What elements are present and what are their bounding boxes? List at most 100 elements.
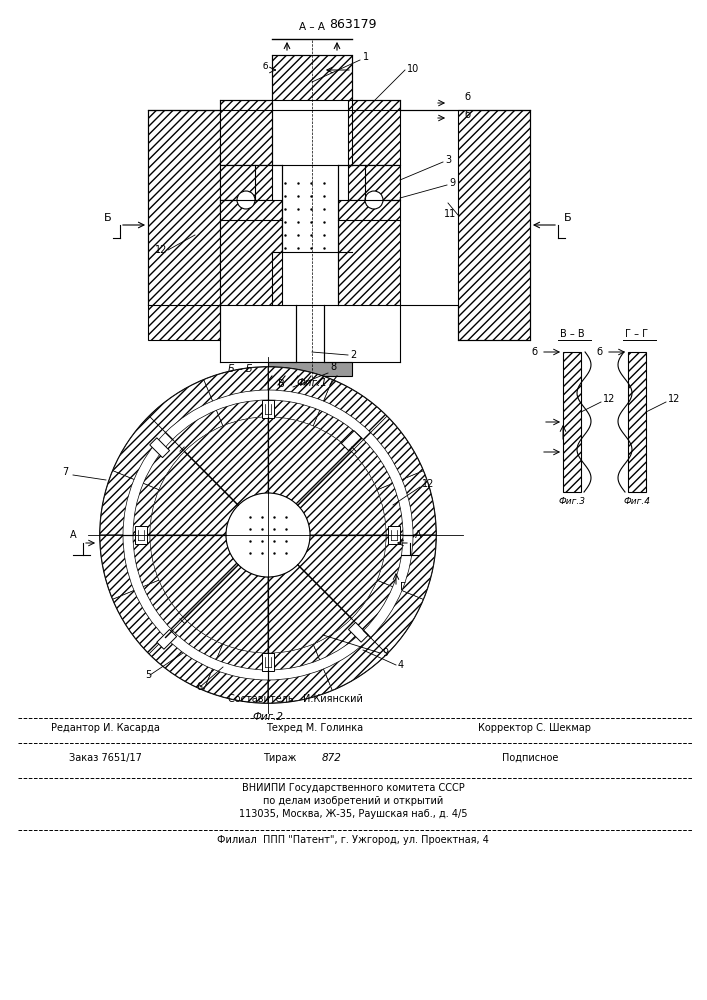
Text: Заказ 7651/17: Заказ 7651/17 xyxy=(69,753,141,763)
Wedge shape xyxy=(324,380,387,432)
Wedge shape xyxy=(402,471,436,535)
Wedge shape xyxy=(113,590,165,654)
Bar xyxy=(282,165,338,252)
Wedge shape xyxy=(268,565,351,653)
Circle shape xyxy=(365,191,383,209)
Text: 4: 4 xyxy=(398,660,404,670)
Wedge shape xyxy=(113,416,165,480)
Wedge shape xyxy=(173,410,223,452)
Wedge shape xyxy=(402,535,436,599)
Circle shape xyxy=(237,191,255,209)
Bar xyxy=(268,362,352,376)
Polygon shape xyxy=(220,165,272,200)
Polygon shape xyxy=(272,55,352,100)
Text: Б – Б: Б – Б xyxy=(228,364,252,374)
Wedge shape xyxy=(370,416,423,480)
Polygon shape xyxy=(220,200,282,305)
Wedge shape xyxy=(216,644,268,670)
Wedge shape xyxy=(185,417,268,505)
Wedge shape xyxy=(351,580,392,630)
Text: 12: 12 xyxy=(155,245,168,255)
Text: Фиг.3: Фиг.3 xyxy=(559,497,585,506)
Text: Фиг.2: Фиг.2 xyxy=(252,712,284,722)
Text: Тираж: Тираж xyxy=(263,753,297,763)
Text: Редантор И. Касарда: Редантор И. Касарда xyxy=(51,723,160,733)
Text: В – В: В – В xyxy=(560,329,584,339)
Text: б: б xyxy=(262,62,268,71)
Text: Б: Б xyxy=(104,213,112,223)
Bar xyxy=(136,526,148,544)
Polygon shape xyxy=(628,352,646,492)
Wedge shape xyxy=(370,590,423,654)
Wedge shape xyxy=(377,535,403,587)
Text: б: б xyxy=(597,347,603,357)
Text: Б: Б xyxy=(564,213,572,223)
Polygon shape xyxy=(148,110,220,340)
Wedge shape xyxy=(216,400,268,426)
Text: Составитель   И.Киянский: Составитель И.Киянский xyxy=(228,694,363,704)
Bar xyxy=(341,431,361,451)
Text: 872: 872 xyxy=(322,753,342,763)
Text: Техред М. Голинка: Техред М. Голинка xyxy=(267,723,363,733)
Wedge shape xyxy=(150,535,238,618)
Circle shape xyxy=(100,367,436,703)
Wedge shape xyxy=(351,440,392,490)
Bar xyxy=(389,526,400,544)
Polygon shape xyxy=(563,352,581,492)
Bar xyxy=(157,629,177,649)
Wedge shape xyxy=(313,618,363,660)
Wedge shape xyxy=(268,400,320,426)
Wedge shape xyxy=(133,535,159,587)
Wedge shape xyxy=(150,452,238,535)
Wedge shape xyxy=(377,483,403,535)
Text: 5: 5 xyxy=(145,670,151,680)
Text: Филиал  ППП "Патент", г. Ужгород, ул. Проектная, 4: Филиал ППП "Патент", г. Ужгород, ул. Про… xyxy=(217,835,489,845)
Text: ВНИИПИ Государственного комитета СССР: ВНИИПИ Государственного комитета СССР xyxy=(242,783,464,793)
Wedge shape xyxy=(100,535,134,599)
Text: 9: 9 xyxy=(382,648,388,658)
Text: 2: 2 xyxy=(350,350,356,360)
Text: по делам изобретений и открытий: по делам изобретений и открытий xyxy=(263,796,443,806)
Text: 863179: 863179 xyxy=(329,18,377,31)
Wedge shape xyxy=(149,638,213,690)
Polygon shape xyxy=(348,165,400,200)
Wedge shape xyxy=(149,380,213,432)
Text: В: В xyxy=(278,379,285,389)
Polygon shape xyxy=(220,100,272,165)
Text: Г – Г: Г – Г xyxy=(626,329,648,339)
Wedge shape xyxy=(144,440,185,490)
Wedge shape xyxy=(298,535,386,618)
Text: б: б xyxy=(464,110,470,120)
Wedge shape xyxy=(185,565,268,653)
Wedge shape xyxy=(144,580,185,630)
Wedge shape xyxy=(204,669,268,703)
Bar xyxy=(296,305,324,362)
Text: б: б xyxy=(464,92,470,102)
Bar xyxy=(262,399,274,418)
Text: Фиг.1: Фиг.1 xyxy=(296,378,327,388)
Bar xyxy=(349,622,368,642)
Text: А: А xyxy=(415,530,421,540)
Text: 9: 9 xyxy=(449,178,455,188)
Wedge shape xyxy=(133,483,159,535)
Text: 11: 11 xyxy=(444,209,456,219)
Text: Подписное: Подписное xyxy=(502,753,559,763)
Text: 113035, Москва, Ж-35, Раушская наб., д. 4/5: 113035, Москва, Ж-35, Раушская наб., д. … xyxy=(239,809,467,819)
Polygon shape xyxy=(458,110,530,340)
Wedge shape xyxy=(298,452,386,535)
Wedge shape xyxy=(268,367,332,401)
Bar xyxy=(150,438,170,458)
Wedge shape xyxy=(100,471,134,535)
Wedge shape xyxy=(324,638,387,690)
Text: 12: 12 xyxy=(422,479,434,489)
Circle shape xyxy=(226,493,310,577)
Bar xyxy=(262,652,274,670)
Text: А: А xyxy=(70,530,76,540)
Text: Фиг.4: Фиг.4 xyxy=(624,497,650,506)
Text: 12: 12 xyxy=(668,394,680,404)
Wedge shape xyxy=(204,367,268,401)
Wedge shape xyxy=(173,618,223,660)
Text: 12: 12 xyxy=(603,394,615,404)
Text: 10: 10 xyxy=(407,64,419,74)
Text: А – А: А – А xyxy=(299,22,325,32)
